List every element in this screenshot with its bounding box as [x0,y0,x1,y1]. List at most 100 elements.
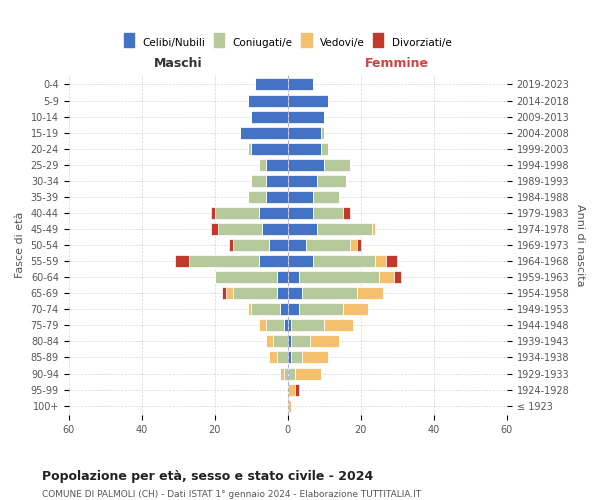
Bar [233,287,277,300]
Bar [251,304,280,316]
Bar [324,158,350,171]
Bar [288,175,317,187]
Bar [288,158,324,171]
Bar [288,384,295,396]
Bar [240,126,288,138]
Bar [288,126,320,138]
Bar [259,320,266,332]
Bar [324,320,353,332]
Bar [259,158,266,171]
Bar [288,368,295,380]
Bar [317,175,346,187]
Bar [386,255,397,267]
Bar [266,191,288,203]
Bar [288,191,313,203]
Bar [266,175,288,187]
Bar [343,207,350,219]
Bar [288,287,302,300]
Bar [215,271,277,283]
Bar [255,78,288,90]
Bar [248,304,251,316]
Bar [394,271,401,283]
Bar [288,94,328,106]
Bar [292,336,310,347]
Bar [350,239,357,251]
Bar [280,368,284,380]
Bar [288,271,299,283]
Bar [302,352,328,364]
Bar [313,191,339,203]
Bar [215,207,259,219]
Text: Popolazione per età, sesso e stato civile - 2024: Popolazione per età, sesso e stato civil… [42,470,373,483]
Bar [175,255,189,267]
Bar [379,271,394,283]
Bar [277,271,288,283]
Bar [259,255,288,267]
Bar [273,336,288,347]
Bar [302,287,357,300]
Bar [288,78,313,90]
Bar [266,158,288,171]
Bar [313,255,376,267]
Bar [288,336,292,347]
Bar [284,320,288,332]
Bar [248,142,251,154]
Bar [292,352,302,364]
Bar [288,239,306,251]
Bar [211,223,218,235]
Bar [262,223,288,235]
Bar [320,126,324,138]
Legend: Celibi/Nubili, Coniugati/e, Vedovi/e, Divorziati/e: Celibi/Nubili, Coniugati/e, Vedovi/e, Di… [122,36,454,50]
Bar [310,336,339,347]
Bar [288,304,299,316]
Bar [280,304,288,316]
Text: Femmine: Femmine [365,57,429,70]
Bar [277,287,288,300]
Bar [288,142,320,154]
Bar [222,287,226,300]
Text: COMUNE DI PALMOLI (CH) - Dati ISTAT 1° gennaio 2024 - Elaborazione TUTTITALIA.IT: COMUNE DI PALMOLI (CH) - Dati ISTAT 1° g… [42,490,421,499]
Bar [295,384,299,396]
Bar [233,239,269,251]
Y-axis label: Anni di nascita: Anni di nascita [575,204,585,286]
Bar [226,287,233,300]
Bar [313,207,343,219]
Bar [284,368,288,380]
Bar [248,191,266,203]
Text: Maschi: Maschi [154,57,203,70]
Bar [189,255,259,267]
Bar [372,223,376,235]
Bar [251,142,288,154]
Bar [288,400,292,411]
Bar [320,142,328,154]
Bar [292,320,324,332]
Bar [288,110,324,122]
Bar [357,239,361,251]
Bar [251,110,288,122]
Bar [299,304,343,316]
Bar [269,239,288,251]
Bar [357,287,383,300]
Bar [211,207,215,219]
Bar [295,368,320,380]
Bar [288,207,313,219]
Y-axis label: Fasce di età: Fasce di età [15,212,25,278]
Bar [251,175,266,187]
Bar [317,223,372,235]
Bar [266,320,284,332]
Bar [306,239,350,251]
Bar [269,352,277,364]
Bar [277,352,288,364]
Bar [218,223,262,235]
Bar [376,255,386,267]
Bar [288,352,292,364]
Bar [248,94,288,106]
Bar [288,255,313,267]
Bar [229,239,233,251]
Bar [259,207,288,219]
Bar [343,304,368,316]
Bar [299,271,379,283]
Bar [288,223,317,235]
Bar [288,320,292,332]
Bar [266,336,273,347]
